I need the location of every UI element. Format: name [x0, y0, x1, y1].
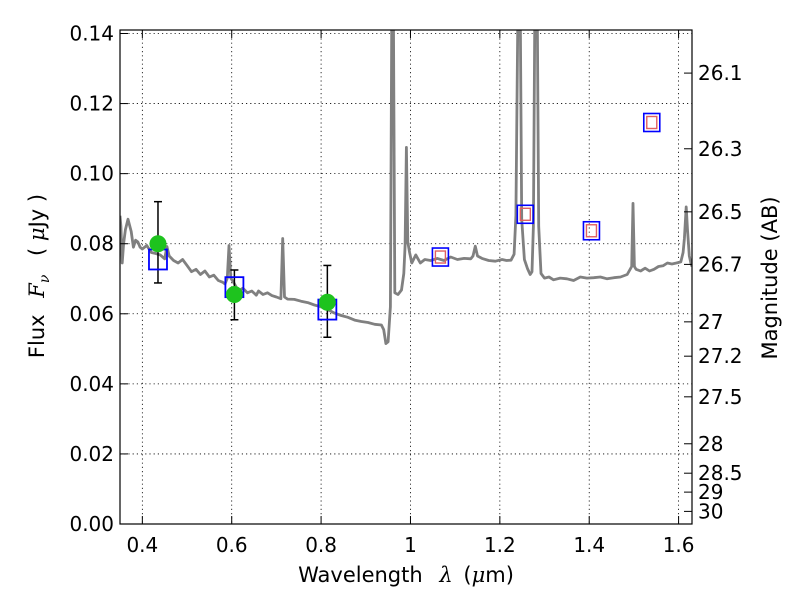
x-tick-label: 0.4: [126, 533, 158, 557]
spectrum-series: [120, 30, 692, 345]
y-axis-label-unit-open: (: [25, 248, 49, 256]
y2-tick-label: 27: [698, 310, 723, 334]
y-axis-label-subscript: ν: [37, 274, 53, 283]
y2-axis-label: Magnitude (AB): [758, 196, 782, 359]
y-tick-label: 0.12: [69, 92, 114, 116]
model-square: [582, 220, 601, 241]
x-axis-label-symbol: λ: [438, 563, 452, 587]
model-square-inner: [585, 224, 598, 238]
y2-tick-label: 26.1: [698, 61, 743, 85]
y-tick-label: 0.06: [69, 302, 114, 326]
y-axis-label-unit-mu: μ: [25, 227, 49, 241]
spectrum-line: [120, 30, 692, 345]
errorbars: [153, 200, 332, 339]
y2-tick-label: 29: [698, 480, 723, 504]
x-tick-label: 1.4: [573, 533, 605, 557]
y-tick-label: 0.02: [69, 442, 114, 466]
y2-tick-label: 27.2: [698, 344, 743, 368]
y2-tick-label: 30: [698, 499, 723, 523]
x-tick-label: 0.6: [216, 533, 248, 557]
observed-series: [149, 235, 336, 311]
observed-point: [149, 235, 167, 253]
y2-tick-label: 26.7: [698, 252, 743, 276]
tick-labels: 0.4 0.6 0.8 1 1.2 1.4 1.6 0.00 0.02 0.04 0.06 0.08 0…: [69, 22, 742, 557]
y-tick-label: 0.14: [69, 22, 114, 46]
y-axis-label-prefix: Flux: [25, 314, 49, 358]
x-tick-label: 1: [404, 533, 417, 557]
model-square-inner: [519, 207, 532, 221]
y2-tick-label: 28: [698, 432, 723, 456]
model-square-inner: [434, 250, 447, 264]
x-tick-label: 0.8: [305, 533, 337, 557]
model-square: [516, 204, 535, 225]
x-axis-label: Wavelength λ (μm): [298, 563, 514, 587]
grid: [120, 30, 692, 525]
x-axis-label-prefix: Wavelength: [298, 563, 423, 587]
model-square-inner: [646, 115, 658, 130]
y-axis-label: Flux Fν ( μJy ): [25, 194, 54, 358]
model-square: [642, 112, 661, 133]
y2-tick-label: 28.5: [698, 461, 743, 485]
y2-tick-label: 27.5: [698, 385, 743, 409]
observed-point: [318, 293, 336, 311]
y2-tick-label: 26.3: [698, 137, 743, 161]
y-tick-label: 0.10: [69, 162, 114, 186]
x-axis-label-unit-mu: μ: [472, 563, 486, 587]
y-tick-label: 0.08: [69, 232, 114, 256]
x-tick-label: 1.6: [663, 533, 695, 557]
y-tick-label: 0.00: [69, 512, 114, 536]
y-tick-label: 0.04: [69, 372, 114, 396]
x-axis-label-unit-open: (: [463, 563, 471, 587]
x-tick-label: 1.2: [484, 533, 516, 557]
axis-ticks: [120, 30, 692, 525]
y-axis-label-unit-rest: Jy ): [25, 194, 49, 230]
observed-point: [225, 286, 243, 304]
x-axis-label-unit-rest: m): [485, 563, 514, 587]
plot-frame: [119, 29, 693, 525]
y2-tick-label: 26.5: [698, 200, 743, 224]
y-axis-label-symbol: F: [25, 282, 49, 299]
model-square: [431, 247, 450, 267]
